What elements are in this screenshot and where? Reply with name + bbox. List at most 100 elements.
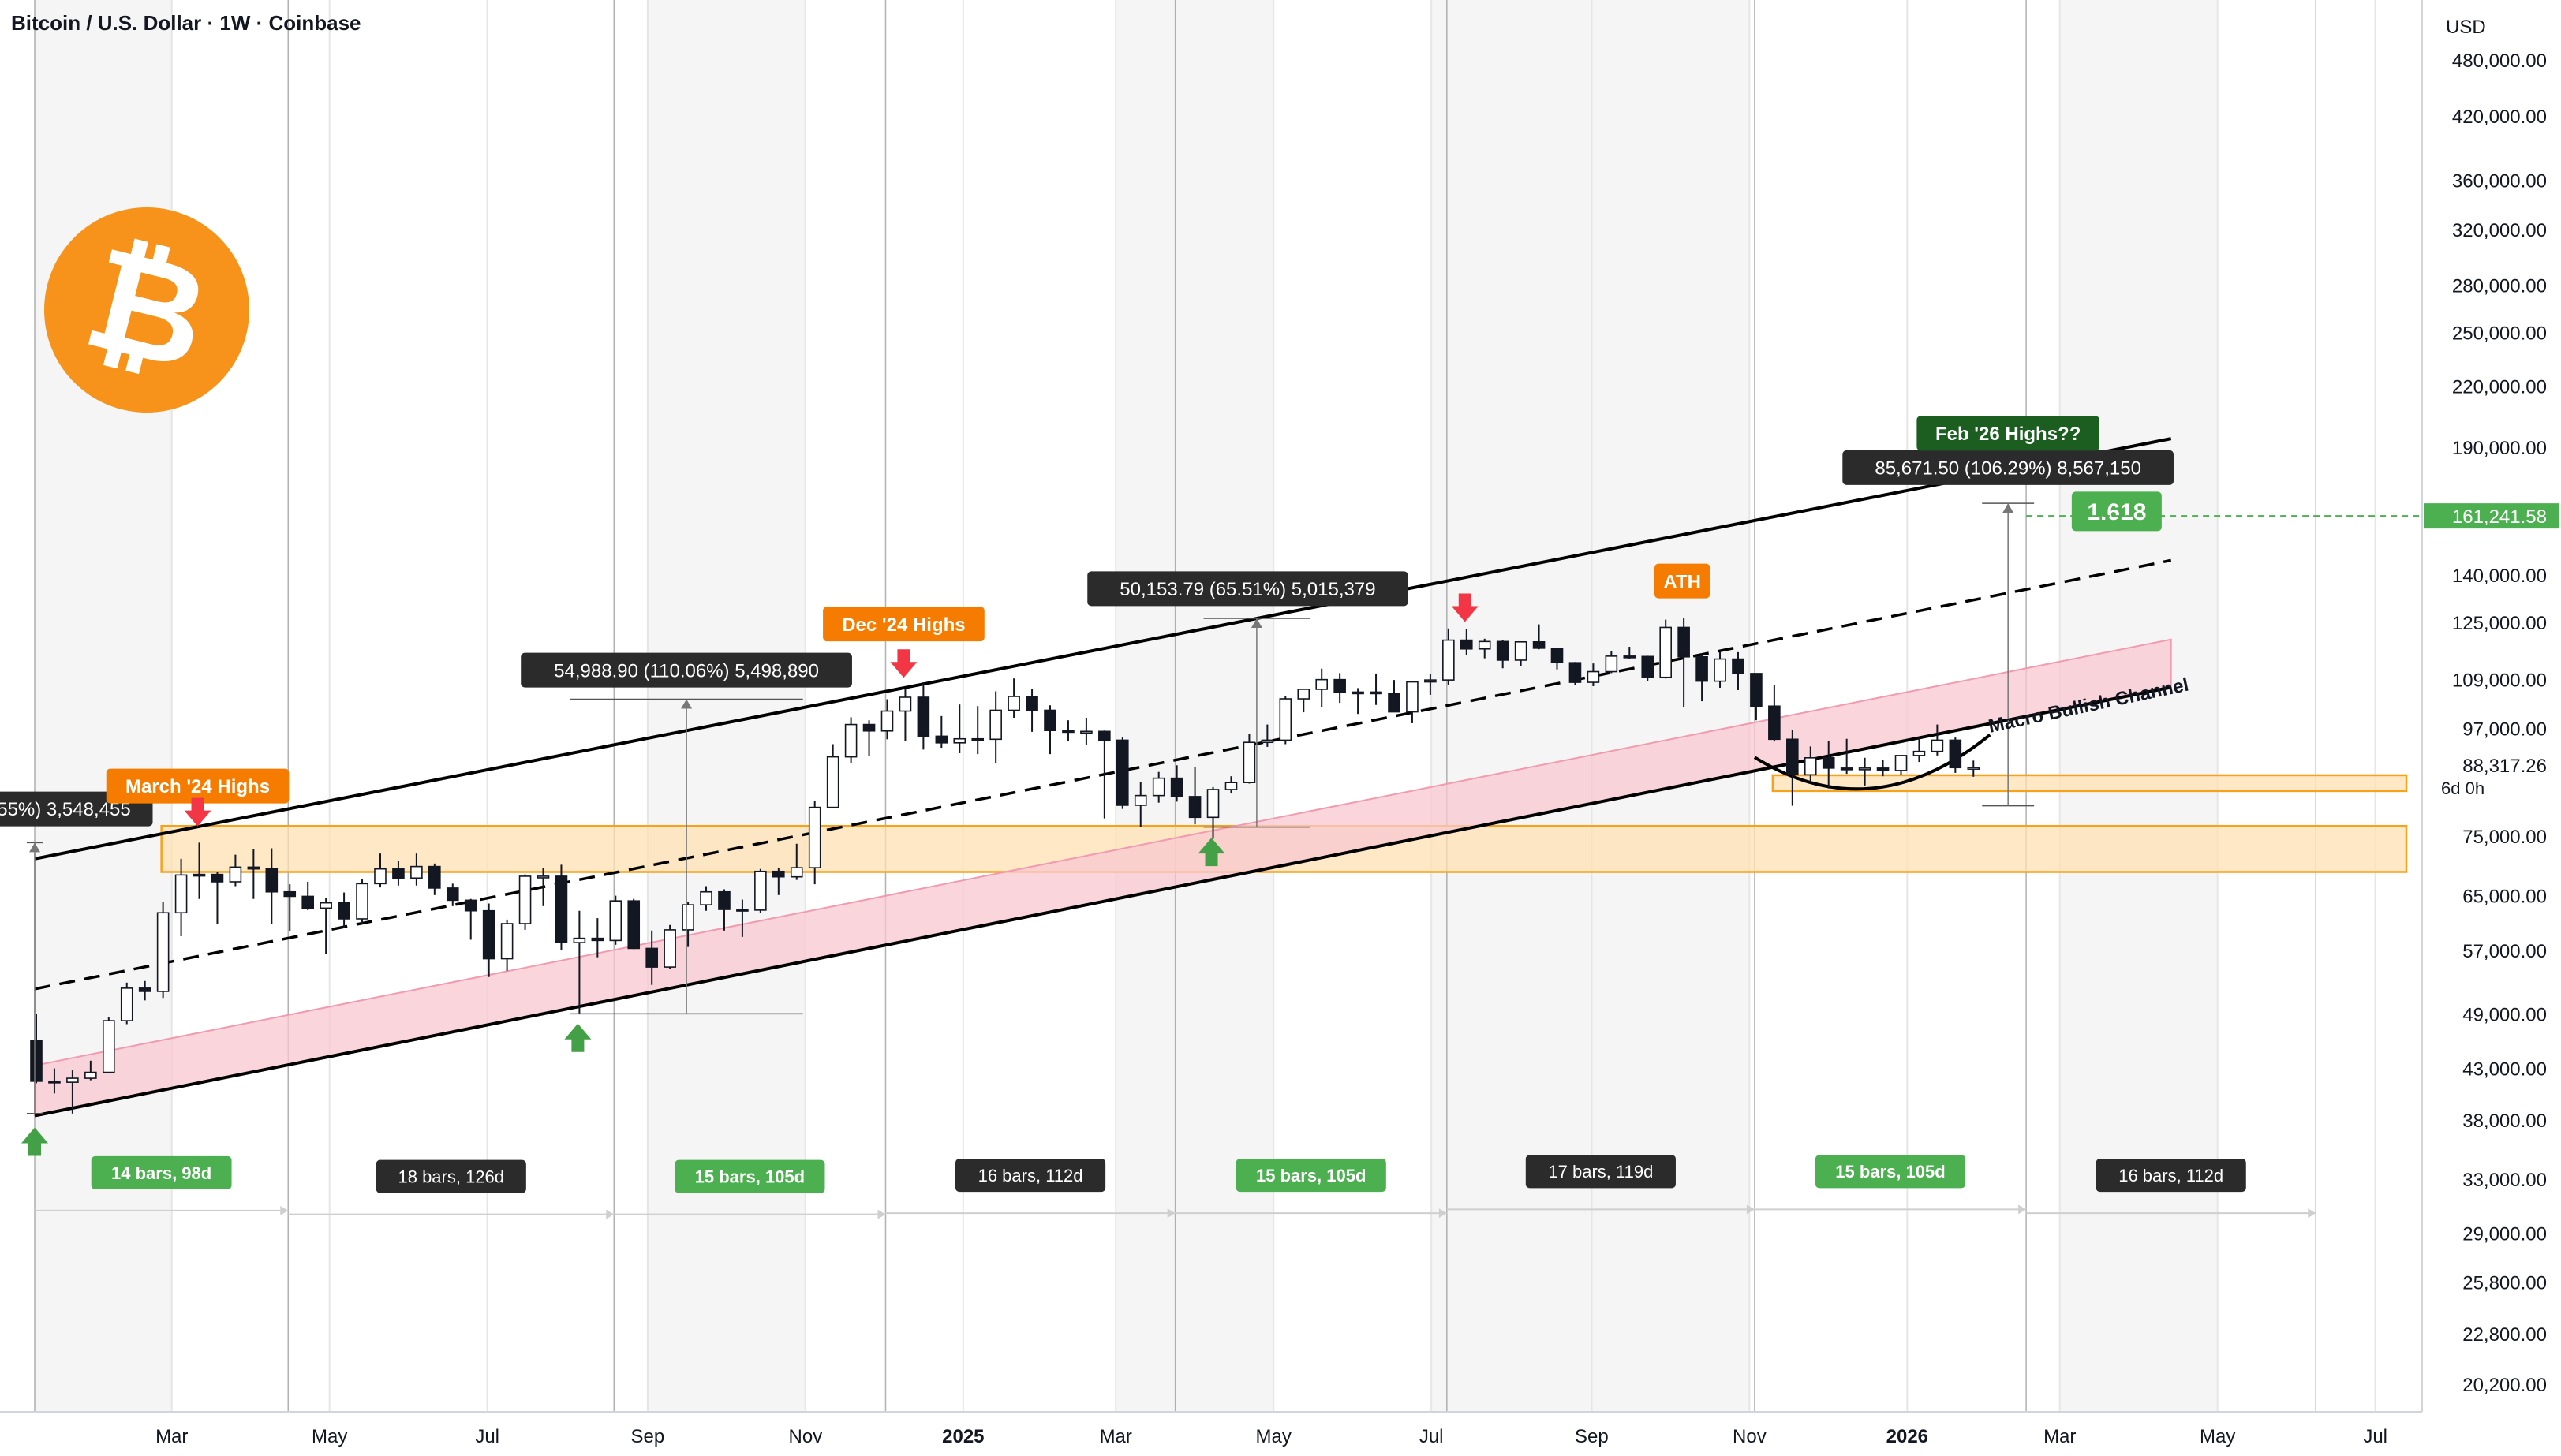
candle	[428, 863, 441, 895]
x-tick-label: May	[1256, 1426, 1292, 1447]
candle-body	[392, 868, 405, 879]
bar-count-label: 14 bars, 98d	[91, 1155, 232, 1189]
lower-channel-line	[34, 685, 2172, 1118]
candle	[844, 717, 858, 763]
candle-body	[1967, 767, 1980, 770]
candle-body	[700, 890, 712, 905]
y-tick-label: 280,000.00	[2452, 276, 2547, 297]
candle	[1732, 651, 1744, 690]
y-tick-label: 57,000.00	[2462, 941, 2547, 962]
candle-body	[754, 870, 767, 911]
bar-count-label-bg	[1525, 1155, 1676, 1189]
candle	[899, 689, 912, 741]
x-tick-label: Mar	[155, 1426, 188, 1447]
candle-body	[174, 874, 188, 914]
mid-channel-line	[34, 558, 2172, 991]
candle-body	[989, 709, 1002, 741]
measure-tool	[27, 842, 43, 1114]
symbol-title[interactable]: Bitcoin / U.S. Dollar · 1W · Coinbase	[11, 11, 361, 35]
y-tick-label: 43,000.00	[2462, 1059, 2547, 1081]
candle	[30, 1014, 43, 1084]
candle-body	[555, 875, 568, 943]
current-zone	[1771, 774, 2408, 793]
bar-count-label-bg	[2096, 1159, 2246, 1193]
candle-body	[899, 696, 912, 712]
measure-label-bg	[1842, 450, 2174, 485]
candle	[1352, 688, 1364, 715]
candle-body	[1243, 741, 1256, 784]
candle	[301, 881, 314, 910]
candle	[1224, 776, 1238, 794]
candle	[682, 902, 694, 947]
candle	[718, 889, 731, 931]
y-tick-label: 480,000.00	[2452, 50, 2547, 72]
candle	[1062, 720, 1075, 741]
measure-label: 50,153.79 (65.51%) 5,015,379	[1087, 571, 1408, 607]
candle	[138, 980, 151, 1001]
candle-body	[790, 867, 803, 878]
candle-body	[537, 875, 550, 879]
candle-body	[30, 1040, 43, 1082]
label-feb-26-highs--bg	[1916, 416, 2099, 451]
y-tick-label: 49,000.00	[2462, 1004, 2547, 1025]
label-dec-24-highs-text: Dec '24 Highs	[842, 614, 965, 636]
candle	[826, 744, 839, 808]
candle	[1044, 705, 1056, 755]
candle	[1442, 628, 1455, 685]
candle	[84, 1060, 97, 1081]
candle-body	[1424, 679, 1437, 683]
candle	[700, 886, 712, 911]
candle-body	[591, 937, 604, 942]
y-tick-label: 22,800.00	[2462, 1324, 2547, 1346]
candle	[229, 854, 242, 887]
y-tick-label: 125,000.00	[2452, 613, 2547, 634]
candle	[1623, 647, 1636, 659]
bar-count-label-bg	[1236, 1159, 1386, 1193]
candle-body	[1931, 739, 1944, 752]
bar-countdown-label: 6d 0h	[2441, 778, 2484, 798]
label-dec-24-highs-bg	[823, 607, 985, 642]
candle	[1550, 648, 1564, 670]
green-up-arrow	[21, 1127, 48, 1156]
x-tick-label: May	[2200, 1426, 2235, 1447]
candle-body	[1008, 696, 1020, 711]
measure-label: 54,988.90 (110.06%) 5,498,890	[521, 652, 852, 688]
candle	[102, 1017, 115, 1073]
x-tick-label: 2025	[942, 1426, 984, 1447]
candle-body	[102, 1020, 115, 1073]
candle-body	[1170, 777, 1183, 797]
candle-body	[84, 1071, 97, 1079]
bar-count-arrowhead	[606, 1209, 615, 1219]
label-ath-bg	[1654, 563, 1710, 599]
current-price-label: 88,317.26	[2462, 756, 2547, 777]
candle-body	[356, 883, 368, 920]
measure-arrowhead	[2002, 503, 2014, 513]
candle-body	[1894, 755, 1908, 771]
candle	[1659, 619, 1672, 679]
candle	[754, 868, 767, 913]
candle	[1912, 737, 1926, 763]
candle	[1641, 655, 1654, 681]
candle-body	[265, 868, 279, 893]
candle-body	[1315, 678, 1329, 690]
candle	[446, 883, 459, 906]
candle-body	[1605, 655, 1618, 673]
measure-label-bg	[1087, 571, 1408, 607]
candle-body	[808, 806, 821, 868]
price-scale-bg	[2422, 0, 2561, 1456]
candle-body	[464, 899, 477, 912]
measure-arrowhead	[1251, 618, 1262, 628]
target-price-label: 161,241.58	[2452, 506, 2547, 528]
candle	[211, 872, 224, 924]
bar-count-arrowhead	[1167, 1208, 1176, 1219]
x-tick-label: Nov	[789, 1426, 823, 1447]
candle-body	[283, 890, 297, 898]
candle-body	[1098, 730, 1111, 741]
candle-body	[482, 909, 495, 960]
bar-count-label-text: 17 bars, 119d	[1548, 1162, 1653, 1182]
x-tick-label: Sep	[1575, 1426, 1609, 1447]
bar-count-label: 16 bars, 112d	[955, 1159, 1106, 1193]
bar-count-label-text: 15 bars, 105d	[1256, 1166, 1366, 1185]
